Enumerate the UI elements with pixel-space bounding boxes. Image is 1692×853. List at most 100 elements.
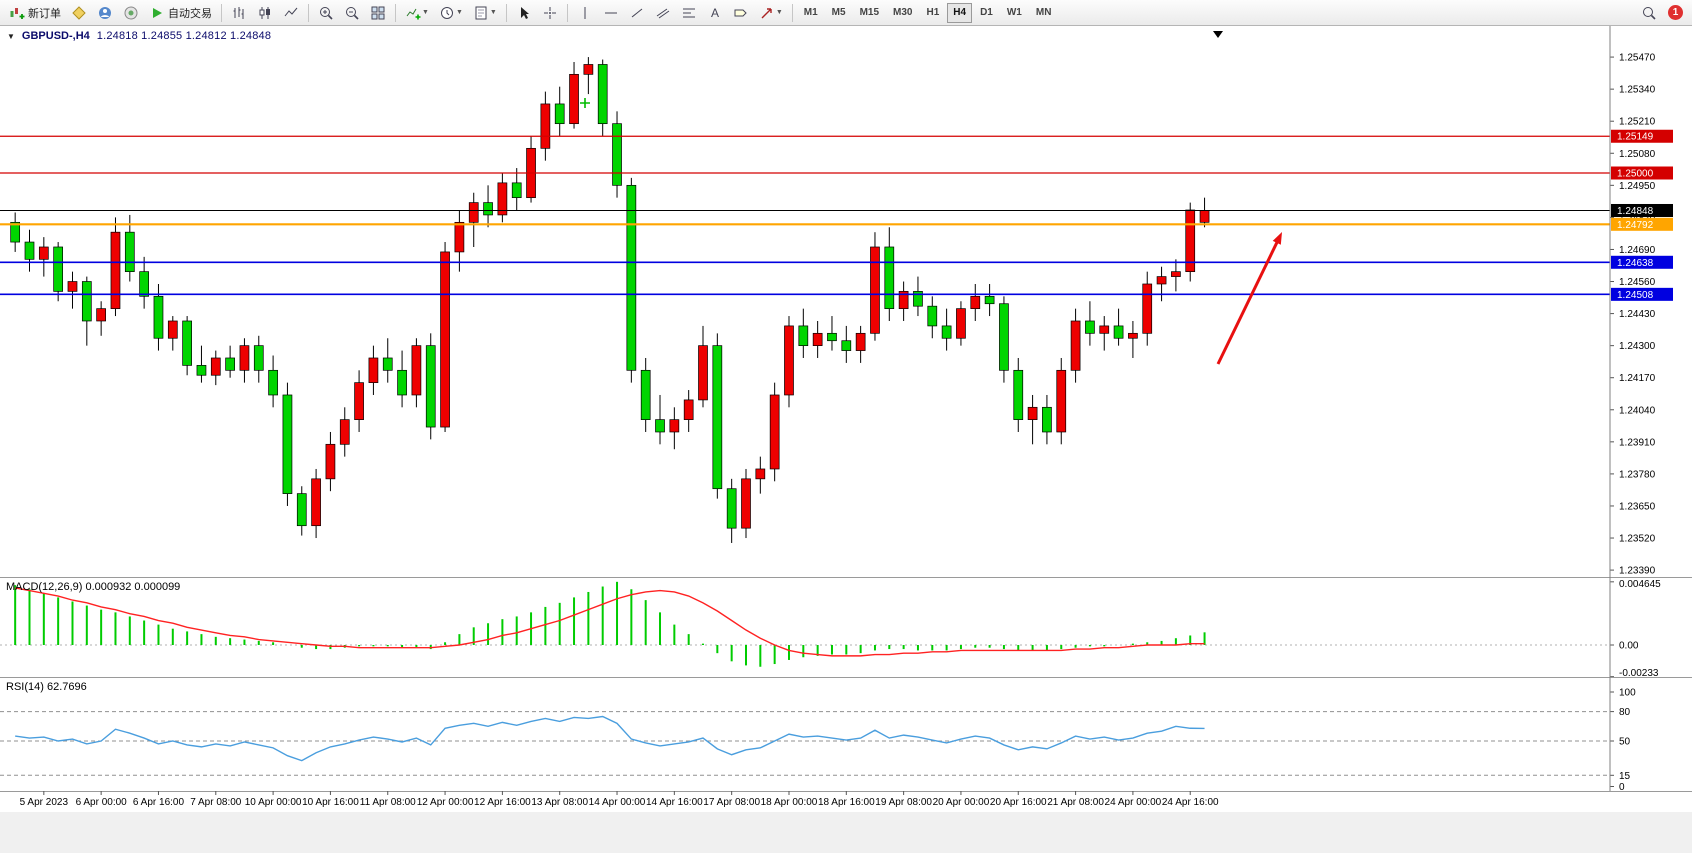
timeframe-d1-button[interactable]: D1	[974, 3, 999, 23]
search-icon	[1643, 6, 1656, 20]
notification-badge[interactable]: 1	[1668, 5, 1683, 20]
svg-text:1.23780: 1.23780	[1619, 469, 1656, 480]
svg-text:1.23520: 1.23520	[1619, 534, 1656, 545]
timeframe-w1-button[interactable]: W1	[1001, 3, 1028, 23]
svg-text:A: A	[711, 6, 719, 20]
svg-text:13 Apr 08:00: 13 Apr 08:00	[531, 797, 588, 808]
svg-text:1.25470: 1.25470	[1619, 53, 1656, 64]
rsi-name: RSI(14)	[6, 681, 44, 693]
metaeditor-button[interactable]	[67, 2, 91, 24]
horizontal-line-button[interactable]	[599, 2, 623, 24]
indicators-button[interactable]: ▼	[401, 2, 433, 24]
svg-text:1.24170: 1.24170	[1619, 373, 1656, 384]
svg-text:80: 80	[1619, 707, 1631, 718]
bar-chart-button[interactable]	[227, 2, 251, 24]
svg-text:6 Apr 16:00: 6 Apr 16:00	[133, 797, 185, 808]
timeframe-h4-button[interactable]: H4	[947, 2, 973, 23]
svg-text:1.24792: 1.24792	[1617, 220, 1654, 231]
svg-text:0.00: 0.00	[1619, 641, 1639, 652]
timeframe-m15-button[interactable]: M15	[854, 3, 885, 23]
expand-quotes-icon[interactable]: ▼	[7, 31, 15, 41]
cursor-button[interactable]	[512, 2, 536, 24]
channel-icon	[656, 8, 670, 18]
timeframe-h1-button[interactable]: H1	[920, 3, 945, 23]
signals-button[interactable]	[119, 2, 143, 24]
trendline-icon	[631, 8, 643, 17]
svg-text:18 Apr 16:00: 18 Apr 16:00	[818, 797, 875, 808]
label-button[interactable]	[729, 2, 753, 24]
svg-text:-0.00233: -0.00233	[1619, 668, 1659, 679]
chevron-down-icon: ▼	[489, 9, 497, 16]
svg-text:19 Apr 08:00: 19 Apr 08:00	[875, 797, 932, 808]
rsi-indicator-label: RSI(14) 62.7696	[6, 681, 87, 693]
toolbar-separator	[308, 3, 309, 22]
channel-button[interactable]	[651, 2, 675, 24]
chart-header: ▼ GBPUSD-,H4 1.24818 1.24855 1.24812 1.2…	[7, 30, 271, 42]
market-button[interactable]	[93, 2, 117, 24]
trend-arrow-annotation[interactable]	[1216, 238, 1280, 365]
periods-button[interactable]: ▼	[435, 2, 467, 24]
svg-text:21 Apr 08:00: 21 Apr 08:00	[1047, 797, 1104, 808]
market-icon	[99, 6, 111, 19]
svg-text:1.24848: 1.24848	[1617, 206, 1654, 217]
toolbar-separator	[566, 3, 568, 22]
timeframe-m5-button[interactable]: M5	[826, 3, 852, 23]
auto-trading-play-icon	[153, 7, 162, 18]
timeframe-m30-button[interactable]: M30	[887, 3, 918, 23]
time-axis: 5 Apr 2023 6 Apr 00:00 6 Apr 16:00 7 Apr 08…	[20, 791, 1219, 808]
auto-trading-button[interactable]: 自动交易	[145, 2, 216, 24]
search-button[interactable]	[1637, 2, 1661, 24]
new-order-button[interactable]: 新订单	[5, 2, 65, 24]
svg-text:6 Apr 00:00: 6 Apr 00:00	[76, 797, 128, 808]
chart-shift-marker[interactable]	[1213, 31, 1223, 38]
svg-text:1.24690: 1.24690	[1619, 245, 1656, 256]
vertical-line-icon	[584, 6, 586, 19]
signals-icon	[124, 6, 138, 19]
toolbar-separator	[505, 3, 507, 22]
indicators-icon	[406, 8, 421, 19]
svg-text:1.25000: 1.25000	[1617, 168, 1654, 179]
line-chart-button[interactable]	[279, 2, 303, 24]
text-button[interactable]: A	[703, 2, 727, 24]
svg-text:17 Apr 08:00: 17 Apr 08:00	[703, 797, 760, 808]
rsi-line	[15, 715, 1205, 762]
candlestick-chart-button[interactable]	[253, 2, 277, 24]
zoom-out-button[interactable]	[340, 2, 364, 24]
svg-text:1.24300: 1.24300	[1619, 341, 1656, 352]
macd-signal-line	[15, 587, 1205, 657]
svg-text:10 Apr 00:00: 10 Apr 00:00	[245, 797, 302, 808]
line-chart-icon	[284, 7, 298, 16]
svg-text:5 Apr 2023: 5 Apr 2023	[20, 797, 69, 808]
macd-values: 0.000932 0.000099	[85, 581, 181, 593]
price-tag-1.24792	[1611, 217, 1673, 231]
bar-chart-icon	[233, 6, 244, 19]
macd-name: MACD(12,26,9)	[6, 581, 83, 593]
ohlc-values: 1.24818 1.24855 1.24812 1.24848	[96, 30, 272, 42]
svg-text:7 Apr 08:00: 7 Apr 08:00	[190, 797, 242, 808]
chart-canvas[interactable]: 1.25470 1.25340 1.25210 1.25080 1.24950 1.248…	[0, 26, 1692, 853]
macd-indicator-label: MACD(12,26,9) 0.000932 0.000099	[6, 581, 180, 593]
svg-text:12 Apr 16:00: 12 Apr 16:00	[474, 797, 531, 808]
templates-button[interactable]: ▼	[469, 2, 501, 24]
vertical-line-button[interactable]	[573, 2, 597, 24]
timeframe-mn-button[interactable]: MN	[1030, 3, 1058, 23]
svg-text:1.24950: 1.24950	[1619, 181, 1656, 192]
zoom-in-button[interactable]	[314, 2, 338, 24]
metaeditor-icon	[72, 5, 86, 20]
price-tag-1.24638	[1611, 255, 1673, 269]
arrow-tools-button[interactable]: ▼	[755, 2, 787, 24]
crosshair-icon	[543, 6, 556, 19]
tile-windows-button[interactable]	[366, 2, 390, 24]
svg-text:50: 50	[1619, 737, 1631, 748]
candlestick-series	[10, 57, 1210, 543]
crosshair-button[interactable]	[538, 2, 562, 24]
trend-arrow-head[interactable]	[1272, 232, 1282, 245]
svg-text:1.25340: 1.25340	[1619, 85, 1656, 96]
plus-marker-annotation[interactable]	[580, 98, 590, 108]
svg-text:1.24560: 1.24560	[1619, 277, 1656, 288]
toolbar-separator	[791, 3, 793, 22]
fibonacci-button[interactable]	[677, 2, 701, 24]
trendline-button[interactable]	[625, 2, 649, 24]
timeframe-m1-button[interactable]: M1	[798, 3, 824, 23]
svg-text:1.23910: 1.23910	[1619, 437, 1656, 448]
